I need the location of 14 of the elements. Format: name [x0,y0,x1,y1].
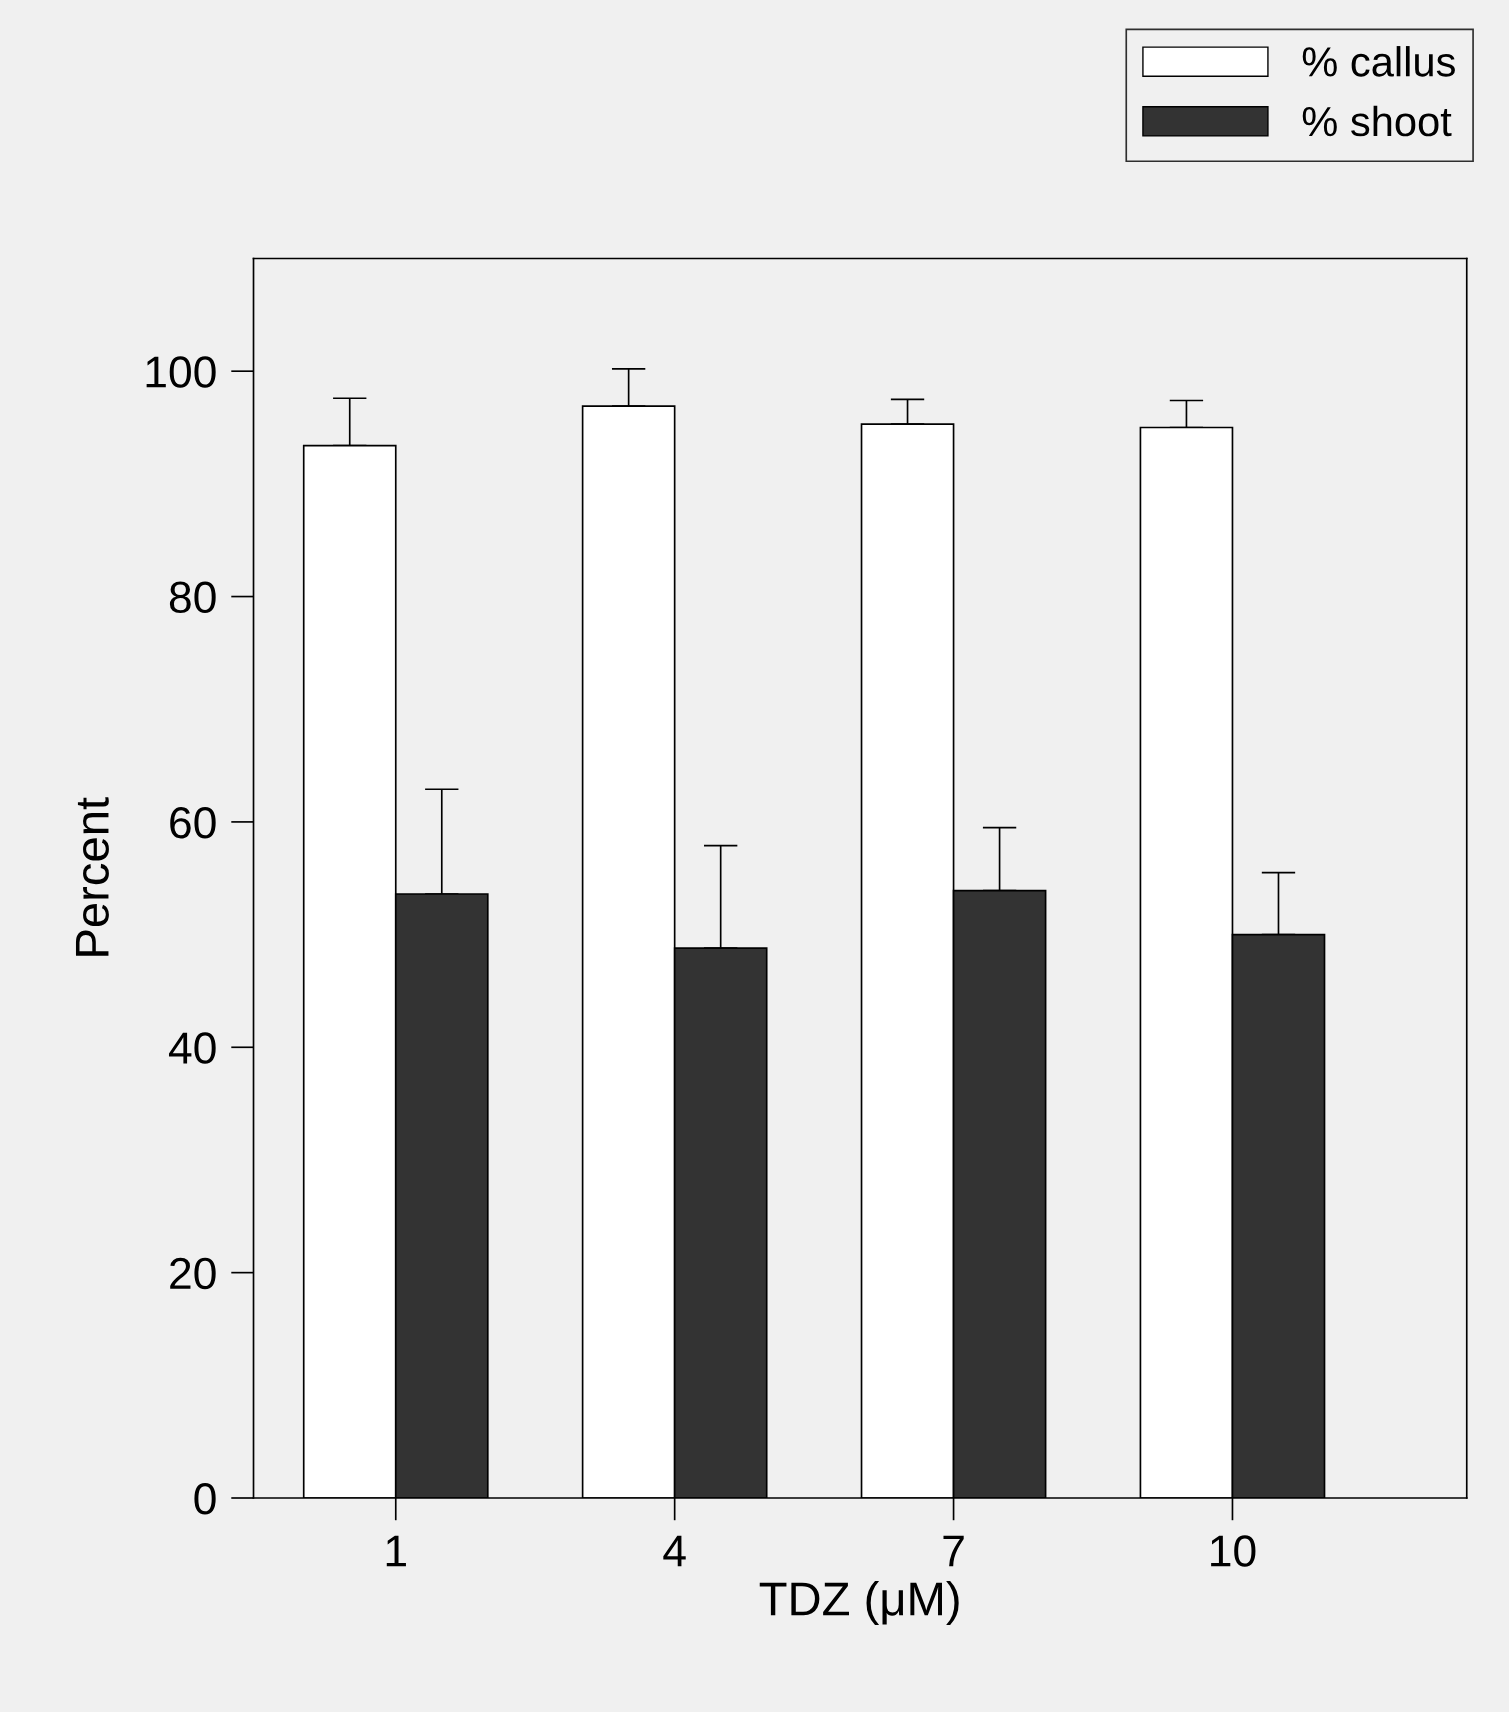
x-tick-label: 10 [1211,1535,1256,1567]
x-tick-label: 4 [663,1535,686,1567]
y-tick-label: 100 [146,356,216,388]
x-axis-title: TDZ (μM) [759,1581,959,1626]
x-tick-label: 1 [386,1535,406,1567]
legend-label: % callus [1302,46,1455,77]
y-tick-label: 20 [170,1257,216,1290]
y-axis-title: Percent [75,797,109,956]
y-tick-label: 0 [194,1483,216,1515]
y-tick-label: 60 [170,806,216,839]
x-tick-label: 7 [943,1535,964,1567]
y-tick-label: 80 [169,581,216,614]
legend-label: % shoot [1302,105,1452,137]
y-tick-label: 40 [168,1032,216,1064]
